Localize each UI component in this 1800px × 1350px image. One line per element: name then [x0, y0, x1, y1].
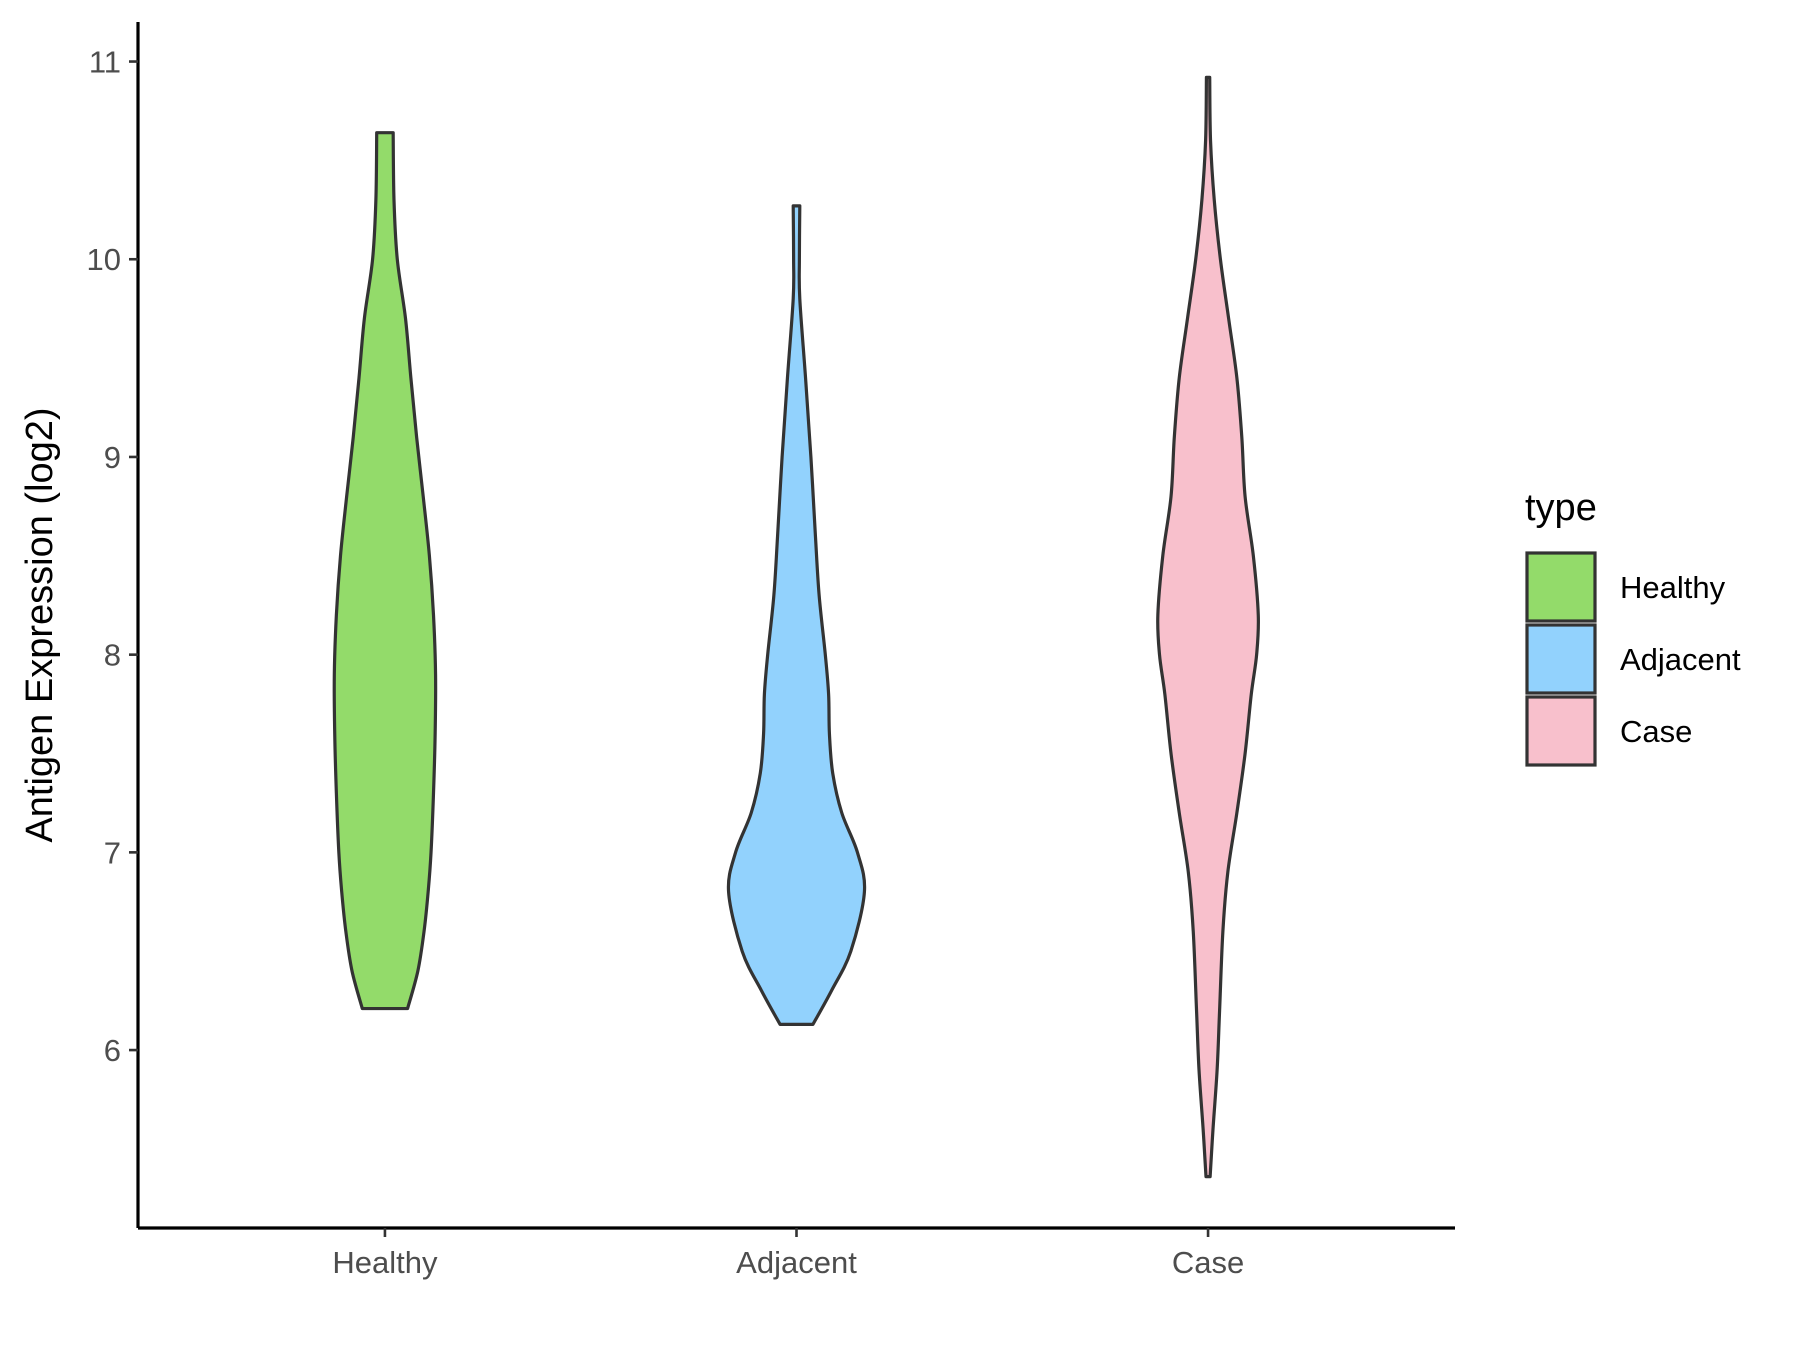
violin-case [1156, 75, 1261, 1179]
y-tick-label: 6 [104, 1033, 121, 1068]
legend-key-case [1525, 695, 1597, 767]
x-tick-label-adjacent: Adjacent [736, 1245, 857, 1280]
y-axis-title: Antigen Expression (log2) [19, 407, 61, 842]
legend: type Healthy Adjacent Case [1525, 487, 1741, 767]
y-tick-label: 7 [104, 835, 121, 870]
axes-layer: 6 7 8 9 10 11 Healthy Adjacent Case Antigen Expre… [19, 22, 1455, 1280]
y-tick-label: 8 [104, 638, 121, 673]
legend-label-case: Case [1620, 714, 1692, 749]
legend-key-healthy [1525, 551, 1597, 623]
y-tick-label: 10 [87, 242, 121, 277]
x-tick-label-case: Case [1172, 1245, 1244, 1280]
legend-title: type [1525, 487, 1597, 529]
violin-adjacent [726, 204, 867, 1026]
y-tick-label: 9 [104, 440, 121, 475]
legend-label-adjacent: Adjacent [1620, 642, 1741, 677]
violin-healthy [332, 131, 438, 1011]
legend-label-healthy: Healthy [1620, 570, 1726, 605]
violin-layer [332, 75, 1261, 1179]
y-tick-label: 11 [89, 45, 121, 80]
legend-key-adjacent [1525, 623, 1597, 695]
x-tick-label-healthy: Healthy [332, 1245, 438, 1280]
